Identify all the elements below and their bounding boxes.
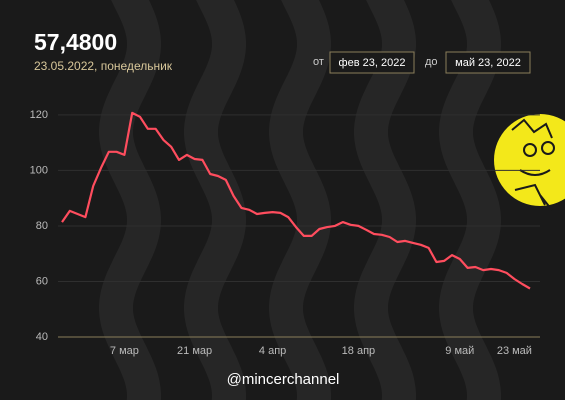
x-tick-label: 4 апр bbox=[259, 345, 286, 357]
from-label: от bbox=[313, 56, 324, 68]
stripe bbox=[269, 0, 331, 400]
x-tick-label: 23 май bbox=[497, 345, 532, 357]
x-tick-label: 7 мар bbox=[110, 345, 139, 357]
y-tick-label: 80 bbox=[36, 220, 48, 232]
stripe bbox=[99, 0, 161, 400]
x-tick-label: 9 май bbox=[445, 345, 474, 357]
x-tick-label: 18 апр bbox=[342, 345, 375, 357]
from-input[interactable] bbox=[329, 51, 415, 74]
footer-handle: @mincerchannel bbox=[227, 371, 340, 388]
plot: 40 60 80 100 120 7 мар 21 мар 4 апр 18 апр 9 май 2… bbox=[30, 109, 540, 357]
y-tick-label: 100 bbox=[30, 164, 48, 176]
to-label: до bbox=[425, 56, 438, 68]
logo-drawing bbox=[511, 118, 555, 211]
to-input[interactable] bbox=[445, 51, 531, 74]
from-date[interactable]: фев 23, 2022 bbox=[339, 57, 406, 69]
logo bbox=[494, 114, 565, 206]
current-value: 57,4800 bbox=[34, 29, 117, 55]
data-line bbox=[61, 111, 531, 290]
y-tick-label: 40 bbox=[36, 331, 48, 343]
current-date: 23.05.2022, понедельник bbox=[34, 59, 173, 73]
to-date[interactable]: май 23, 2022 bbox=[455, 57, 521, 69]
y-tick-label: 120 bbox=[30, 109, 48, 121]
y-tick-label: 60 bbox=[36, 275, 48, 287]
stripe bbox=[184, 0, 246, 400]
x-tick-label: 21 мар bbox=[177, 345, 212, 357]
